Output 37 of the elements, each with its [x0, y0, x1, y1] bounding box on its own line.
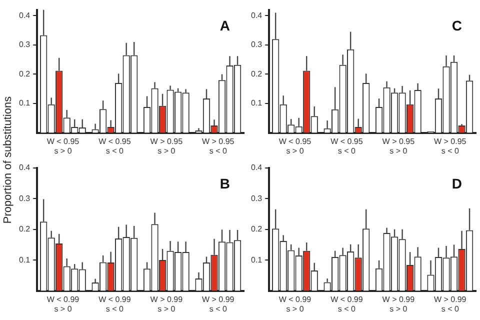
x-tick-label: W < 0.99 s > 0 [278, 294, 312, 314]
x-tick-label: W > 0.95 s > 0 [382, 136, 416, 156]
x-tick-label: W > 0.95 s > 0 [150, 136, 184, 156]
x-tick-label: W < 0.95 s > 0 [46, 136, 80, 156]
annotation: A [220, 18, 230, 34]
x-tick-label: W < 0.99 s > 0 [46, 294, 80, 314]
x-tick-label: W > 0.99 s > 0 [382, 294, 416, 314]
y-tick-label: 0.3 [250, 40, 263, 50]
x-tick-label: W < 0.95 s < 0 [98, 136, 132, 156]
y-tick-label: 0.4 [18, 163, 31, 172]
x-tick-label: W > 0.99 s < 0 [202, 294, 235, 314]
x-tick-label: W > 0.95 s < 0 [434, 136, 467, 156]
x-tick-label: W < 0.99 s < 0 [330, 294, 364, 314]
y-tick-label: 0.2 [250, 224, 263, 234]
y-tick-label: 0.2 [250, 69, 263, 78]
x-tick-label: W < 0.95 s > 0 [278, 136, 312, 156]
y-tick-label: 0.3 [250, 194, 263, 203]
y-axis-title: Proportion of substitutions [2, 96, 14, 224]
y-tick-label: 0.1 [250, 98, 263, 108]
x-tick-label: W > 0.95 s < 0 [202, 136, 235, 156]
y-tick-label: 0.3 [18, 194, 31, 203]
y-tick-label: 0.2 [18, 224, 31, 234]
annotation: C [452, 18, 462, 34]
x-tick-label: W > 0.99 s < 0 [434, 294, 467, 314]
annotation: D [452, 176, 462, 192]
x-tick-label: W > 0.99 s > 0 [150, 294, 184, 314]
y-tick-label: 0.4 [250, 163, 263, 172]
y-tick-label: 0.1 [18, 98, 31, 108]
x-tick-label: W < 0.95 s < 0 [330, 136, 364, 156]
x-tick-label: W < 0.99 s < 0 [98, 294, 132, 314]
y-tick-label: 0.1 [18, 255, 31, 264]
y-tick-label: 0.2 [18, 69, 31, 78]
y-tick-label: 0.4 [18, 10, 31, 20]
y-tick-label: 0.1 [250, 255, 263, 264]
annotation: B [220, 176, 230, 192]
y-tick-label: 0.4 [250, 10, 263, 20]
y-tick-label: 0.3 [18, 40, 31, 50]
